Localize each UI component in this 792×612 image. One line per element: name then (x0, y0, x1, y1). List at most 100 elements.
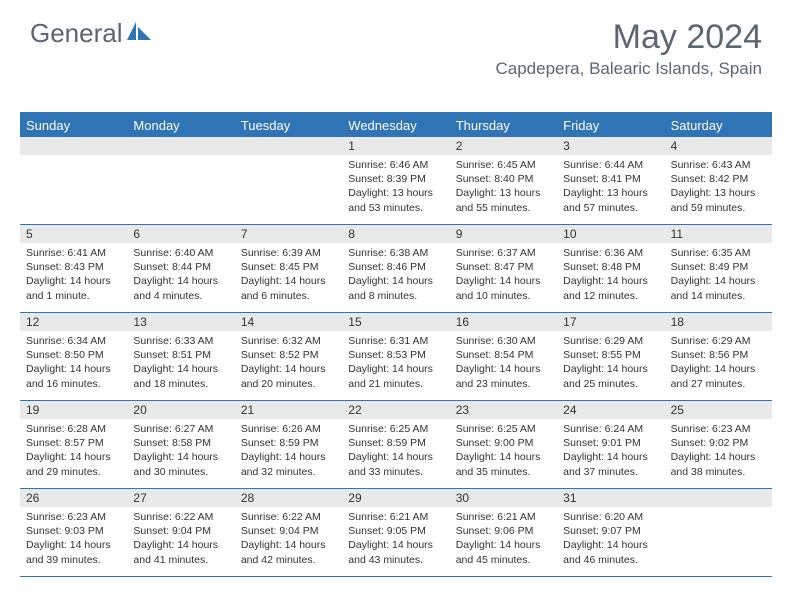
day-details: Sunrise: 6:21 AMSunset: 9:06 PMDaylight:… (450, 507, 557, 571)
day-number: 4 (665, 137, 772, 155)
daylight-text: Daylight: 14 hours and 27 minutes. (671, 362, 766, 390)
day-number: 17 (557, 313, 664, 331)
sunrise-text: Sunrise: 6:30 AM (456, 334, 551, 348)
day-details: Sunrise: 6:40 AMSunset: 8:44 PMDaylight:… (127, 243, 234, 307)
sunrise-text: Sunrise: 6:23 AM (671, 422, 766, 436)
day-details: Sunrise: 6:45 AMSunset: 8:40 PMDaylight:… (450, 155, 557, 219)
daylight-text: Daylight: 14 hours and 4 minutes. (133, 274, 228, 302)
day-details: Sunrise: 6:22 AMSunset: 9:04 PMDaylight:… (127, 507, 234, 571)
day-details: Sunrise: 6:28 AMSunset: 8:57 PMDaylight:… (20, 419, 127, 483)
sunrise-text: Sunrise: 6:22 AM (241, 510, 336, 524)
calendar-cell (235, 137, 342, 225)
weekday-header-row: SundayMondayTuesdayWednesdayThursdayFrid… (20, 114, 772, 137)
day-details: Sunrise: 6:31 AMSunset: 8:53 PMDaylight:… (342, 331, 449, 395)
calendar-cell: 5Sunrise: 6:41 AMSunset: 8:43 PMDaylight… (20, 225, 127, 313)
calendar-cell: 7Sunrise: 6:39 AMSunset: 8:45 PMDaylight… (235, 225, 342, 313)
day-number: 23 (450, 401, 557, 419)
daylight-text: Daylight: 14 hours and 10 minutes. (456, 274, 551, 302)
calendar-cell: 24Sunrise: 6:24 AMSunset: 9:01 PMDayligh… (557, 401, 664, 489)
calendar-cell: 6Sunrise: 6:40 AMSunset: 8:44 PMDaylight… (127, 225, 234, 313)
sunset-text: Sunset: 9:06 PM (456, 524, 551, 538)
brand-logo: General Blue (30, 18, 153, 100)
day-details: Sunrise: 6:35 AMSunset: 8:49 PMDaylight:… (665, 243, 772, 307)
daylight-text: Daylight: 14 hours and 23 minutes. (456, 362, 551, 390)
day-number: 21 (235, 401, 342, 419)
sunrise-text: Sunrise: 6:21 AM (456, 510, 551, 524)
calendar-cell: 23Sunrise: 6:25 AMSunset: 9:00 PMDayligh… (450, 401, 557, 489)
sunrise-text: Sunrise: 6:21 AM (348, 510, 443, 524)
sunset-text: Sunset: 8:55 PM (563, 348, 658, 362)
sunset-text: Sunset: 8:41 PM (563, 172, 658, 186)
calendar-cell: 29Sunrise: 6:21 AMSunset: 9:05 PMDayligh… (342, 489, 449, 577)
day-number: 15 (342, 313, 449, 331)
calendar-cell: 19Sunrise: 6:28 AMSunset: 8:57 PMDayligh… (20, 401, 127, 489)
sunrise-text: Sunrise: 6:44 AM (563, 158, 658, 172)
sunrise-text: Sunrise: 6:24 AM (563, 422, 658, 436)
brand-word-1: General (30, 18, 123, 48)
sunset-text: Sunset: 8:58 PM (133, 436, 228, 450)
sunset-text: Sunset: 8:48 PM (563, 260, 658, 274)
day-number: 5 (20, 225, 127, 243)
daylight-text: Daylight: 14 hours and 37 minutes. (563, 450, 658, 478)
daylight-text: Daylight: 13 hours and 53 minutes. (348, 186, 443, 214)
day-number: 18 (665, 313, 772, 331)
day-number: 10 (557, 225, 664, 243)
calendar-cell: 2Sunrise: 6:45 AMSunset: 8:40 PMDaylight… (450, 137, 557, 225)
sunset-text: Sunset: 8:50 PM (26, 348, 121, 362)
day-number: 22 (342, 401, 449, 419)
sunset-text: Sunset: 9:03 PM (26, 524, 121, 538)
calendar-week: 26Sunrise: 6:23 AMSunset: 9:03 PMDayligh… (20, 489, 772, 577)
day-details: Sunrise: 6:25 AMSunset: 8:59 PMDaylight:… (342, 419, 449, 483)
sunset-text: Sunset: 8:53 PM (348, 348, 443, 362)
sunrise-text: Sunrise: 6:25 AM (456, 422, 551, 436)
day-number: 9 (450, 225, 557, 243)
calendar-cell: 9Sunrise: 6:37 AMSunset: 8:47 PMDaylight… (450, 225, 557, 313)
day-details: Sunrise: 6:41 AMSunset: 8:43 PMDaylight:… (20, 243, 127, 307)
weekday-header: Saturday (665, 114, 772, 137)
calendar-cell: 31Sunrise: 6:20 AMSunset: 9:07 PMDayligh… (557, 489, 664, 577)
sunrise-text: Sunrise: 6:34 AM (26, 334, 121, 348)
day-details: Sunrise: 6:27 AMSunset: 8:58 PMDaylight:… (127, 419, 234, 483)
sunrise-text: Sunrise: 6:41 AM (26, 246, 121, 260)
day-details: Sunrise: 6:34 AMSunset: 8:50 PMDaylight:… (20, 331, 127, 395)
day-number (127, 137, 234, 155)
sunrise-text: Sunrise: 6:29 AM (671, 334, 766, 348)
calendar-cell: 16Sunrise: 6:30 AMSunset: 8:54 PMDayligh… (450, 313, 557, 401)
sunset-text: Sunset: 9:02 PM (671, 436, 766, 450)
calendar-cell: 28Sunrise: 6:22 AMSunset: 9:04 PMDayligh… (235, 489, 342, 577)
sunrise-text: Sunrise: 6:31 AM (348, 334, 443, 348)
day-number (235, 137, 342, 155)
calendar-cell: 1Sunrise: 6:46 AMSunset: 8:39 PMDaylight… (342, 137, 449, 225)
sunrise-text: Sunrise: 6:27 AM (133, 422, 228, 436)
sunset-text: Sunset: 9:04 PM (133, 524, 228, 538)
sunrise-text: Sunrise: 6:35 AM (671, 246, 766, 260)
daylight-text: Daylight: 14 hours and 1 minute. (26, 274, 121, 302)
sunset-text: Sunset: 8:42 PM (671, 172, 766, 186)
daylight-text: Daylight: 14 hours and 29 minutes. (26, 450, 121, 478)
day-number: 1 (342, 137, 449, 155)
day-details: Sunrise: 6:37 AMSunset: 8:47 PMDaylight:… (450, 243, 557, 307)
day-number: 7 (235, 225, 342, 243)
calendar-week: 19Sunrise: 6:28 AMSunset: 8:57 PMDayligh… (20, 401, 772, 489)
daylight-text: Daylight: 14 hours and 46 minutes. (563, 538, 658, 566)
sail-icon (127, 22, 153, 47)
calendar-cell (127, 137, 234, 225)
weekday-header: Monday (127, 114, 234, 137)
sunset-text: Sunset: 8:45 PM (241, 260, 336, 274)
day-number: 16 (450, 313, 557, 331)
sunset-text: Sunset: 8:52 PM (241, 348, 336, 362)
sunrise-text: Sunrise: 6:43 AM (671, 158, 766, 172)
day-number: 6 (127, 225, 234, 243)
daylight-text: Daylight: 13 hours and 59 minutes. (671, 186, 766, 214)
sunset-text: Sunset: 8:49 PM (671, 260, 766, 274)
calendar-cell: 11Sunrise: 6:35 AMSunset: 8:49 PMDayligh… (665, 225, 772, 313)
day-details: Sunrise: 6:23 AMSunset: 9:02 PMDaylight:… (665, 419, 772, 483)
page-header: General Blue May 2024 Capdepera, Baleari… (0, 0, 792, 104)
calendar-cell (665, 489, 772, 577)
day-number: 11 (665, 225, 772, 243)
sunrise-text: Sunrise: 6:39 AM (241, 246, 336, 260)
calendar-cell: 27Sunrise: 6:22 AMSunset: 9:04 PMDayligh… (127, 489, 234, 577)
sunset-text: Sunset: 9:01 PM (563, 436, 658, 450)
sunset-text: Sunset: 8:44 PM (133, 260, 228, 274)
sunset-text: Sunset: 9:05 PM (348, 524, 443, 538)
